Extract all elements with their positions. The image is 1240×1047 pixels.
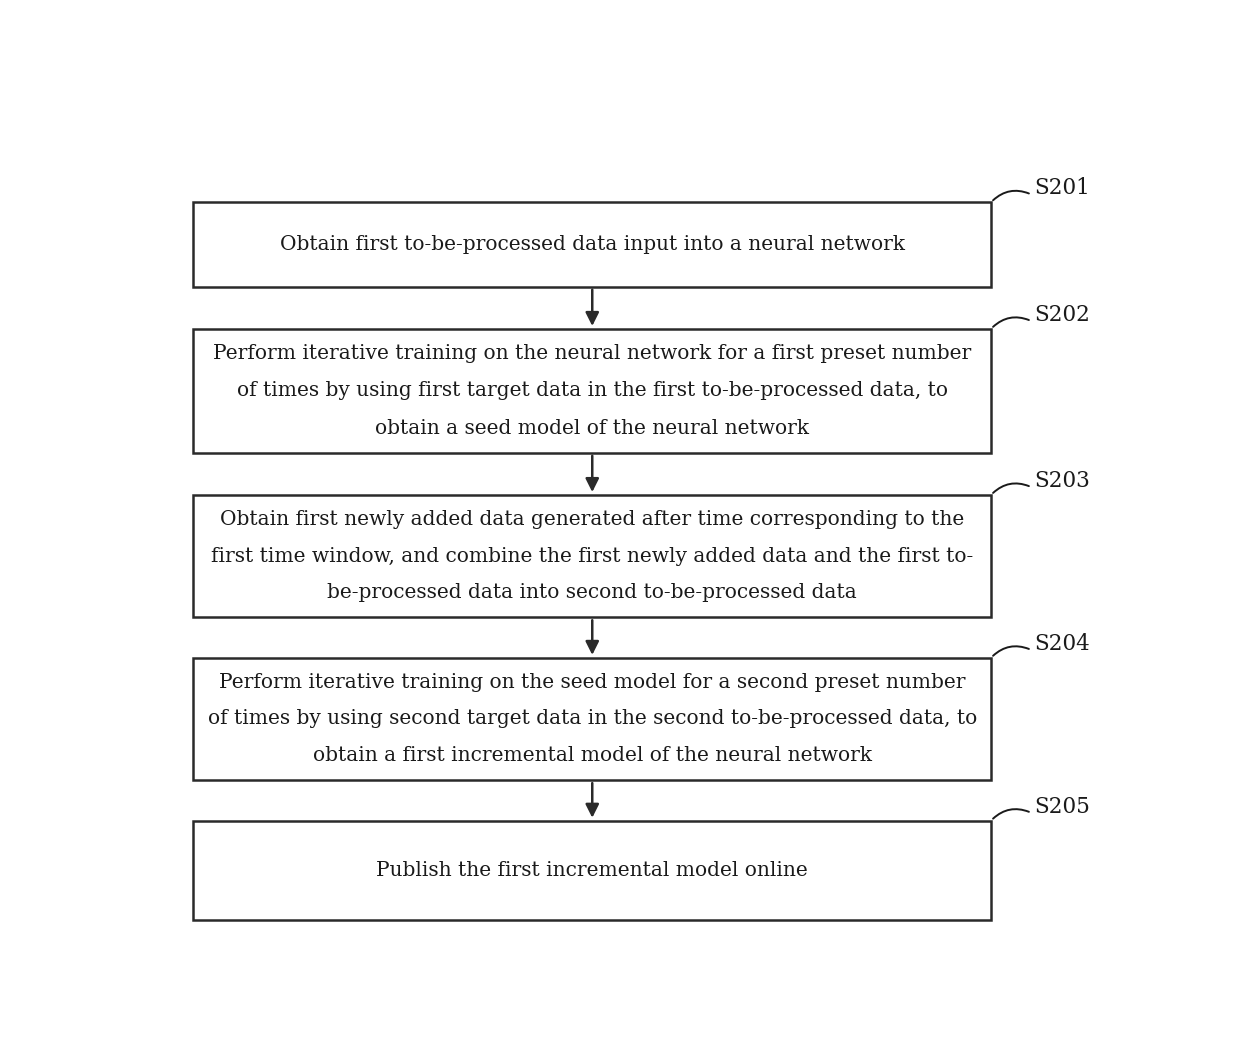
Text: of times by using second target data in the second to-be-processed data, to: of times by using second target data in … [207, 710, 977, 729]
Text: Publish the first incremental model online: Publish the first incremental model onli… [377, 861, 808, 879]
Text: S201: S201 [1034, 177, 1090, 199]
Text: obtain a seed model of the neural network: obtain a seed model of the neural networ… [376, 419, 810, 438]
Text: first time window, and combine the first newly added data and the first to-: first time window, and combine the first… [211, 547, 973, 565]
Bar [193, 821, 991, 919]
Text: S202: S202 [1034, 304, 1090, 326]
Text: be-processed data into second to-be-processed data: be-processed data into second to-be-proc… [327, 583, 857, 602]
Bar [193, 202, 991, 287]
Text: Obtain first to-be-processed data input into a neural network: Obtain first to-be-processed data input … [280, 236, 905, 254]
Text: S203: S203 [1034, 470, 1090, 492]
Text: Perform iterative training on the seed model for a second preset number: Perform iterative training on the seed m… [219, 673, 966, 692]
Text: Obtain first newly added data generated after time corresponding to the: Obtain first newly added data generated … [221, 510, 965, 529]
Text: S204: S204 [1034, 632, 1090, 654]
Text: S205: S205 [1034, 796, 1090, 818]
Bar [193, 658, 991, 780]
Text: Perform iterative training on the neural network for a first preset number: Perform iterative training on the neural… [213, 344, 971, 363]
Bar [193, 495, 991, 618]
Bar [193, 329, 991, 453]
Text: of times by using first target data in the first to-be-processed data, to: of times by using first target data in t… [237, 381, 947, 400]
Text: obtain a first incremental model of the neural network: obtain a first incremental model of the … [312, 747, 872, 765]
